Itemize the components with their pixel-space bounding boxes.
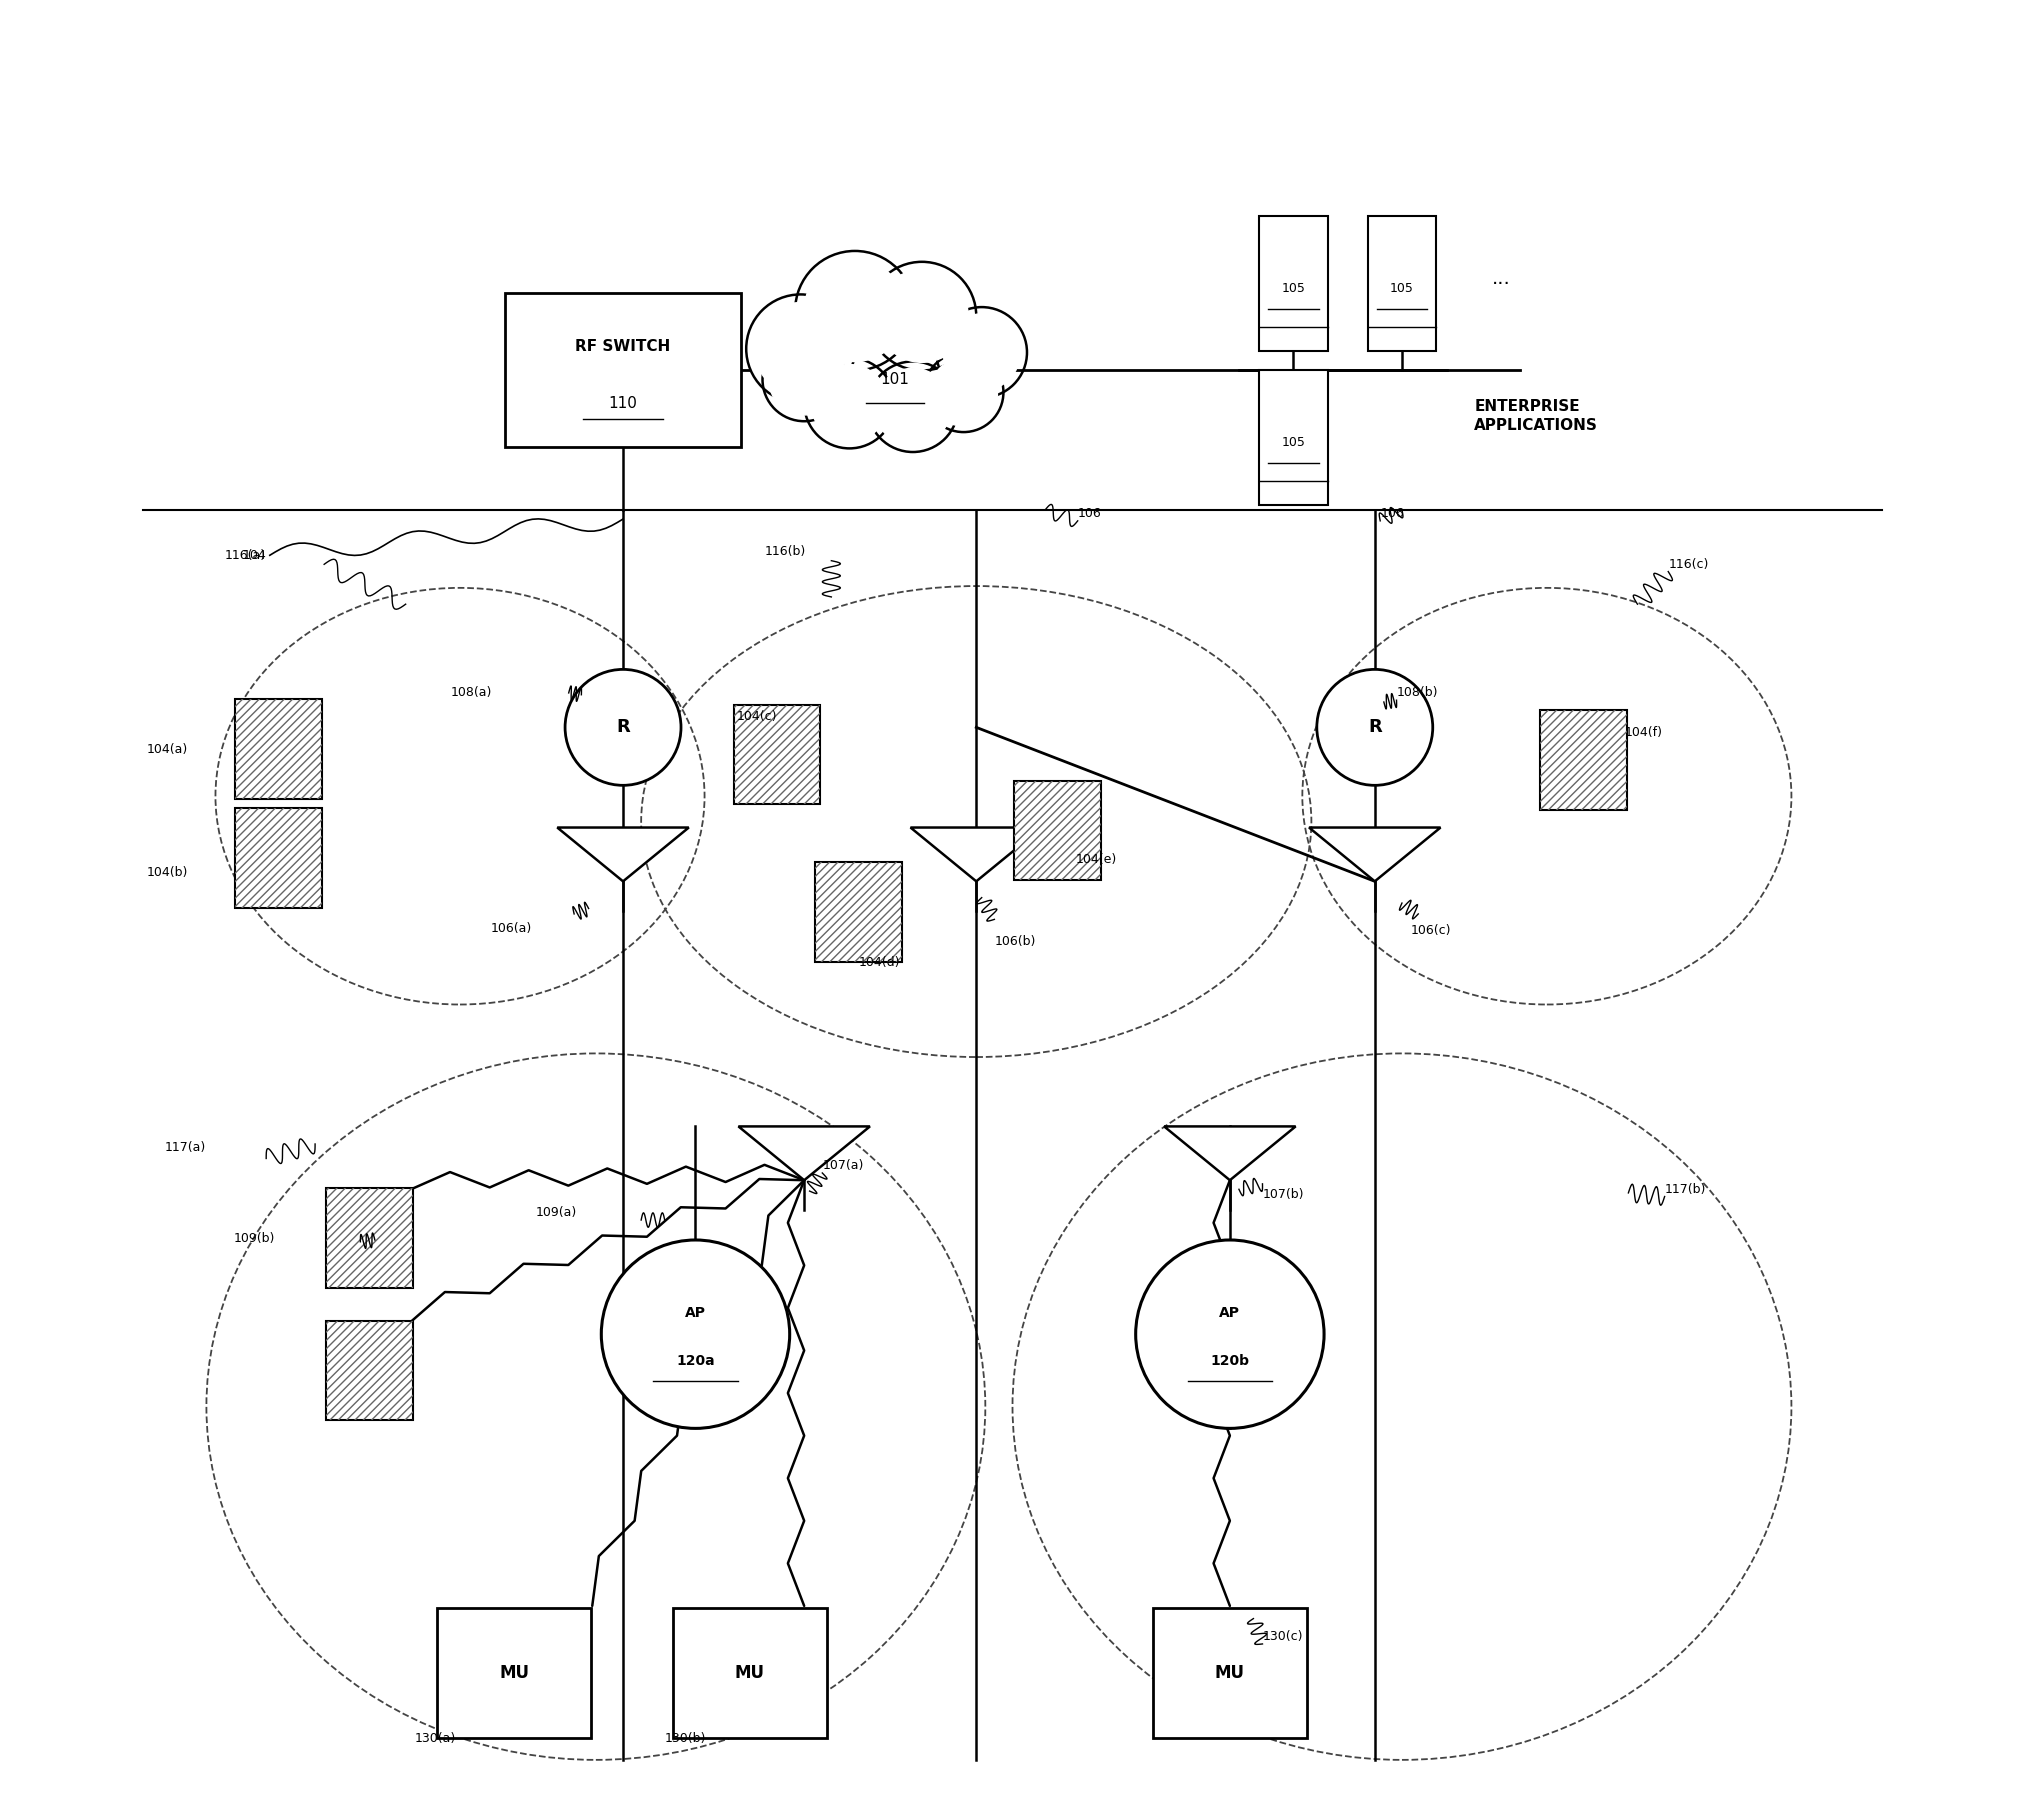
Bar bbox=[1015, 781, 1102, 881]
Bar bbox=[1367, 216, 1436, 351]
Polygon shape bbox=[1164, 1127, 1296, 1181]
Text: 130(c): 130(c) bbox=[1262, 1630, 1302, 1643]
Bar bbox=[1015, 781, 1102, 881]
Text: 110: 110 bbox=[610, 396, 638, 411]
Text: MU: MU bbox=[735, 1664, 765, 1683]
Circle shape bbox=[796, 251, 915, 371]
Text: 104(c): 104(c) bbox=[737, 710, 778, 723]
Text: 105: 105 bbox=[1389, 282, 1413, 296]
Text: 130(b): 130(b) bbox=[664, 1732, 707, 1744]
Bar bbox=[326, 1321, 413, 1421]
Circle shape bbox=[1136, 1239, 1324, 1428]
Text: AP: AP bbox=[1219, 1306, 1241, 1321]
Text: ...: ... bbox=[1492, 269, 1511, 287]
Bar bbox=[672, 1608, 826, 1739]
Text: 104(b): 104(b) bbox=[146, 865, 188, 879]
Circle shape bbox=[763, 338, 846, 422]
Circle shape bbox=[810, 365, 889, 442]
Circle shape bbox=[875, 369, 952, 445]
Text: 116(c): 116(c) bbox=[1669, 558, 1709, 571]
Circle shape bbox=[1316, 669, 1434, 785]
Text: 120b: 120b bbox=[1211, 1354, 1249, 1368]
Text: 106(b): 106(b) bbox=[994, 934, 1035, 948]
Bar bbox=[1539, 710, 1626, 810]
Text: 107(a): 107(a) bbox=[822, 1159, 865, 1172]
Text: 109(a): 109(a) bbox=[537, 1206, 577, 1219]
Text: 117(b): 117(b) bbox=[1665, 1183, 1705, 1196]
Text: 105: 105 bbox=[1282, 436, 1306, 449]
Circle shape bbox=[867, 362, 958, 452]
Text: 104(a): 104(a) bbox=[146, 743, 188, 756]
Text: 108(a): 108(a) bbox=[452, 687, 492, 700]
Text: 104(d): 104(d) bbox=[859, 956, 899, 968]
Bar bbox=[235, 809, 322, 908]
Bar bbox=[235, 809, 322, 908]
Text: 106(a): 106(a) bbox=[490, 921, 533, 936]
Circle shape bbox=[755, 303, 846, 394]
Bar bbox=[437, 1608, 591, 1739]
Text: 108(b): 108(b) bbox=[1397, 687, 1438, 700]
Text: 107(b): 107(b) bbox=[1262, 1188, 1304, 1201]
Text: 130(a): 130(a) bbox=[415, 1732, 456, 1744]
Polygon shape bbox=[739, 1127, 871, 1181]
Text: R: R bbox=[1369, 718, 1381, 736]
Text: 106: 106 bbox=[1381, 507, 1403, 520]
Text: AP: AP bbox=[684, 1306, 707, 1321]
Circle shape bbox=[804, 358, 895, 449]
Circle shape bbox=[929, 358, 998, 427]
Polygon shape bbox=[557, 827, 688, 881]
Bar bbox=[733, 705, 820, 805]
Circle shape bbox=[936, 307, 1027, 398]
Polygon shape bbox=[911, 827, 1043, 881]
Text: 117(a): 117(a) bbox=[164, 1141, 207, 1154]
Bar bbox=[1260, 369, 1328, 505]
Text: 109(b): 109(b) bbox=[233, 1232, 275, 1245]
Bar bbox=[1152, 1608, 1306, 1739]
Bar bbox=[235, 700, 322, 799]
Text: 104: 104 bbox=[243, 549, 267, 561]
Circle shape bbox=[867, 262, 976, 371]
Text: 101: 101 bbox=[881, 372, 909, 387]
Circle shape bbox=[944, 314, 1021, 391]
Text: ENTERPRISE
APPLICATIONS: ENTERPRISE APPLICATIONS bbox=[1474, 400, 1598, 432]
Text: 120a: 120a bbox=[676, 1354, 715, 1368]
Bar bbox=[235, 700, 322, 799]
Text: MU: MU bbox=[1215, 1664, 1245, 1683]
Bar bbox=[326, 1321, 413, 1421]
Text: 106: 106 bbox=[1077, 507, 1102, 520]
Bar bbox=[326, 1188, 413, 1288]
Text: 104(f): 104(f) bbox=[1624, 727, 1663, 740]
Text: MU: MU bbox=[500, 1664, 529, 1683]
Text: 116(b): 116(b) bbox=[763, 545, 806, 558]
Circle shape bbox=[923, 352, 1004, 432]
Circle shape bbox=[875, 271, 968, 362]
Bar bbox=[1260, 216, 1328, 351]
Circle shape bbox=[601, 1239, 790, 1428]
Circle shape bbox=[804, 260, 905, 362]
Bar bbox=[733, 705, 820, 805]
Text: 105: 105 bbox=[1282, 282, 1306, 296]
Text: 106(c): 106(c) bbox=[1411, 923, 1452, 938]
Circle shape bbox=[747, 294, 855, 403]
Bar bbox=[814, 863, 901, 961]
Circle shape bbox=[565, 669, 680, 785]
Bar bbox=[506, 293, 741, 447]
Text: 116(a): 116(a) bbox=[225, 549, 265, 561]
Polygon shape bbox=[1308, 827, 1440, 881]
Bar bbox=[326, 1188, 413, 1288]
Bar bbox=[814, 863, 901, 961]
Text: 104(e): 104(e) bbox=[1075, 854, 1118, 867]
Circle shape bbox=[770, 343, 840, 414]
Text: R: R bbox=[616, 718, 630, 736]
Text: RF SWITCH: RF SWITCH bbox=[575, 340, 670, 354]
Bar bbox=[1539, 710, 1626, 810]
